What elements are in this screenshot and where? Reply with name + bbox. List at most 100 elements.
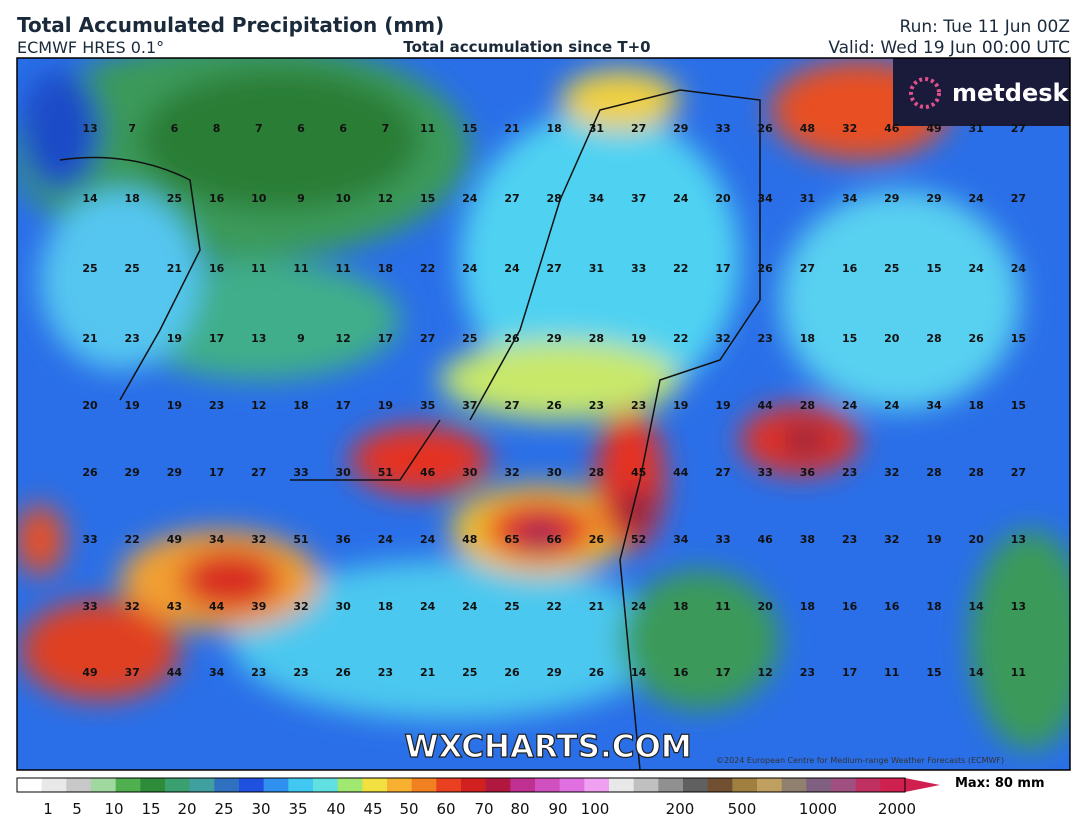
colorbar-tick-label: 45 <box>363 800 382 818</box>
grid-value: 16 <box>209 192 225 205</box>
grid-value: 27 <box>504 192 519 205</box>
grid-value: 34 <box>926 399 942 412</box>
colorbar-swatch <box>239 778 265 792</box>
grid-value: 31 <box>800 192 815 205</box>
value-grid: 13 7 6 8 7 6 6 7 11 15 21 18 31 27 29 33 26 48 32 46 49 31 271… <box>82 122 1026 679</box>
grid-value: 17 <box>842 666 857 679</box>
grid-value: 33 <box>82 533 97 546</box>
grid-value: 13 <box>1011 533 1026 546</box>
grid-value: 21 <box>167 262 182 275</box>
grid-value: 27 <box>1011 466 1026 479</box>
colorbar-tick-label: 1 <box>43 800 53 818</box>
watermark: WXCHARTS.COM <box>404 729 691 765</box>
grid-value: 9 <box>297 332 305 345</box>
grid-value: 24 <box>1011 262 1027 275</box>
grid-value: 15 <box>926 262 941 275</box>
grid-value: 21 <box>82 332 97 345</box>
grid-value: 48 <box>462 533 477 546</box>
grid-value: 27 <box>251 466 266 479</box>
grid-value: 25 <box>884 262 899 275</box>
grid-value: 7 <box>255 122 263 135</box>
grid-value: 27 <box>504 399 519 412</box>
grid-value: 29 <box>884 192 899 205</box>
grid-value: 23 <box>209 399 224 412</box>
grid-value: 18 <box>293 399 308 412</box>
valid: Valid: Wed 19 Jun 00:00 UTC <box>828 38 1070 58</box>
grid-value: 11 <box>336 262 351 275</box>
grid-value: 33 <box>631 262 646 275</box>
grid-value: 30 <box>547 466 563 479</box>
grid-value: 12 <box>758 666 773 679</box>
grid-value: 51 <box>293 533 308 546</box>
grid-value: 18 <box>673 600 688 613</box>
grid-value: 36 <box>336 533 352 546</box>
colorbar-tick-label: 1000 <box>799 800 837 818</box>
grid-value: 26 <box>504 666 520 679</box>
grid-value: 25 <box>82 262 97 275</box>
grid-value: 44 <box>758 399 774 412</box>
grid-value: 28 <box>969 466 984 479</box>
grid-value: 46 <box>420 466 436 479</box>
grid-value: 19 <box>631 332 646 345</box>
grid-value: 23 <box>125 332 140 345</box>
grid-value: 23 <box>842 466 857 479</box>
grid-value: 24 <box>969 262 985 275</box>
colorbar-swatch <box>337 778 363 792</box>
grid-value: 32 <box>884 466 899 479</box>
colorbar-swatch <box>288 778 314 792</box>
grid-value: 19 <box>715 399 730 412</box>
colorbar-tick-label: 20 <box>177 800 196 818</box>
grid-value: 11 <box>884 666 899 679</box>
grid-value: 21 <box>589 600 604 613</box>
grid-value: 51 <box>378 466 393 479</box>
grid-value: 20 <box>715 192 731 205</box>
grid-value: 12 <box>378 192 393 205</box>
grid-value: 27 <box>1011 122 1026 135</box>
colorbar-swatch <box>66 778 92 792</box>
map: metdesk 13 7 6 8 7 6 6 7 11 15 21 18 31 27 29 33 26 48 32 4… <box>17 58 1070 770</box>
grid-value: 32 <box>251 533 266 546</box>
colorbar-tick-label: 500 <box>728 800 757 818</box>
grid-value: 31 <box>589 262 604 275</box>
grid-value: 6 <box>171 122 179 135</box>
colorbar-swatch <box>510 778 536 792</box>
grid-value: 14 <box>82 192 98 205</box>
grid-value: 28 <box>926 332 941 345</box>
colorbar-swatch <box>387 778 413 792</box>
colorbar-tick-label: 90 <box>548 800 567 818</box>
grid-value: 33 <box>758 466 773 479</box>
max-label: Max: 80 mm <box>955 776 1045 791</box>
grid-value: 39 <box>251 600 266 613</box>
grid-value: 29 <box>673 122 688 135</box>
grid-value: 6 <box>339 122 347 135</box>
grid-value: 44 <box>673 466 689 479</box>
grid-value: 29 <box>125 466 140 479</box>
grid-value: 36 <box>800 466 816 479</box>
colorbar-swatch <box>461 778 487 792</box>
grid-value: 45 <box>631 466 646 479</box>
grid-value: 27 <box>800 262 815 275</box>
colorbar-swatch <box>757 778 783 792</box>
grid-value: 14 <box>969 666 985 679</box>
grid-value: 33 <box>715 122 730 135</box>
grid-value: 16 <box>673 666 689 679</box>
grid-value: 32 <box>504 466 519 479</box>
colorbar-swatch <box>362 778 388 792</box>
colorbar-swatch <box>263 778 289 792</box>
grid-value: 23 <box>378 666 393 679</box>
grid-value: 7 <box>128 122 136 135</box>
grid-value: 19 <box>673 399 688 412</box>
grid-value: 23 <box>631 399 646 412</box>
grid-value: 19 <box>926 533 941 546</box>
grid-value: 46 <box>758 533 774 546</box>
colorbar-arrow <box>905 778 940 792</box>
grid-value: 18 <box>547 122 562 135</box>
grid-value: 26 <box>969 332 985 345</box>
grid-value: 19 <box>167 332 182 345</box>
grid-value: 23 <box>800 666 815 679</box>
grid-value: 34 <box>209 666 225 679</box>
grid-value: 26 <box>82 466 98 479</box>
grid-value: 27 <box>631 122 646 135</box>
colorbar-swatch <box>17 778 43 792</box>
colorbar-swatch <box>633 778 659 792</box>
